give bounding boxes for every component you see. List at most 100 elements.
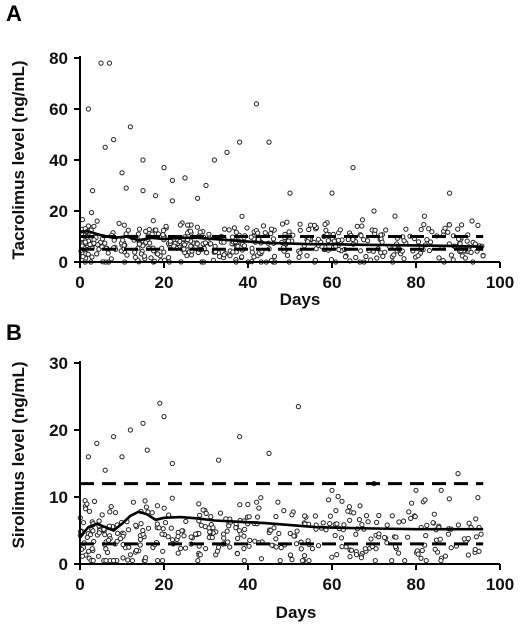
data-point [358,233,364,239]
data-point [209,534,215,541]
y-axis-title-a: Tacrolimus level (ng/mL) [9,60,28,259]
data-point [80,520,87,526]
data-point [94,251,100,257]
data-point [255,514,261,520]
data-point [421,222,427,228]
data-point [169,537,176,543]
data-point [382,249,388,255]
data-point [296,254,302,260]
data-point-outlier [144,447,150,453]
data-point [99,512,105,518]
panel-label-a: A [6,1,22,26]
data-point [294,528,300,534]
data-point [154,521,160,527]
x-tick-label: 60 [323,273,342,292]
data-point [90,528,96,534]
data-point-outlier [140,188,146,194]
data-point [363,513,370,519]
data-point [448,545,454,551]
data-point [82,239,89,245]
data-point [334,552,340,558]
data-point [89,210,95,216]
data-point [442,225,448,231]
data-point [202,240,208,246]
data-point-outlier [329,190,335,196]
data-point [363,253,369,260]
data-point [359,223,365,229]
data-point [111,558,117,564]
data-point-outlier [106,60,113,66]
data-point [155,251,161,257]
data-point-outlier [140,157,146,163]
data-point [117,536,124,542]
data-point [430,520,436,526]
data-point [297,227,303,233]
data-point [401,238,407,244]
data-point [297,250,303,256]
data-point [424,237,430,243]
data-point [418,555,424,561]
data-point [254,499,260,505]
data-point [341,522,347,528]
data-point [86,548,92,554]
data-point [192,531,199,537]
data-point [480,253,486,259]
data-point-outlier [98,60,104,66]
data-point-outlier [127,124,133,130]
data-point [233,525,239,531]
y-tick-label: 60 [49,100,68,119]
data-point-outlier [237,139,243,145]
data-point-outlier [157,400,163,406]
data-point [141,253,147,259]
data-point [335,237,342,243]
data-point [268,226,275,232]
data-point [389,513,395,519]
data-point [136,241,142,247]
data-point [127,552,133,558]
y-tick-label: 20 [49,202,68,221]
data-point [137,536,144,543]
data-point [380,253,386,259]
data-point [159,558,166,564]
data-point [182,545,189,551]
data-point [353,254,359,261]
data-point-outlier [123,185,129,191]
data-point [299,558,305,564]
data-point-outlier [253,101,259,107]
data-point [142,498,148,504]
data-point [419,547,425,554]
data-point [275,499,281,505]
y-tick-label: 0 [59,253,68,272]
x-tick-label: 0 [75,273,84,292]
data-point [431,511,437,517]
data-point [132,249,138,255]
data-point [465,552,471,558]
data-point [279,221,286,227]
data-point [214,548,220,554]
data-point [245,501,251,508]
data-point [437,536,443,542]
x-tick-label: 0 [75,575,84,594]
data-point [221,535,227,541]
data-point [335,493,341,500]
data-point-outlier [153,193,159,199]
data-point [115,530,121,537]
data-point-outlier [447,190,453,196]
data-point [106,537,112,543]
data-point [233,229,239,235]
data-point-outlier [203,182,209,189]
data-point [147,240,153,246]
x-tick-label: 100 [486,273,514,292]
data-point [103,546,109,552]
data-point [178,545,184,552]
data-point-outlier [182,175,188,181]
data-point [203,510,209,517]
data-point [200,507,206,513]
data-point-outlier [237,434,243,440]
data-point-outlier [85,454,92,460]
data-point [125,527,132,533]
data-point [273,544,279,550]
data-point [268,231,274,237]
data-point [327,513,333,519]
